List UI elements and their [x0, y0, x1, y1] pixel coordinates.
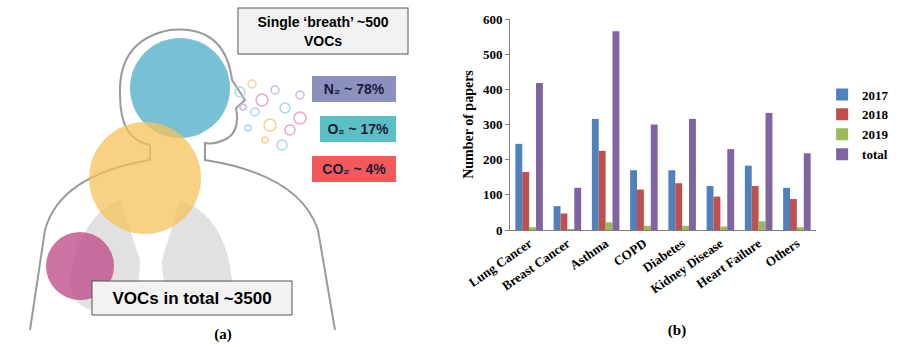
svg-text:2018: 2018: [862, 107, 889, 122]
svg-text:Kidney Disease: Kidney Disease: [648, 235, 726, 296]
svg-text:Breast Cancer: Breast Cancer: [499, 235, 573, 293]
svg-text:Diabetes: Diabetes: [640, 236, 688, 276]
svg-text:0: 0: [496, 223, 503, 238]
svg-text:Lung Cancer: Lung Cancer: [466, 235, 535, 289]
svg-text:Asthma: Asthma: [567, 235, 612, 272]
svg-text:CO₂ ~ 4%: CO₂ ~ 4%: [322, 161, 386, 177]
svg-text:total: total: [862, 147, 888, 162]
svg-text:300: 300: [483, 117, 503, 132]
svg-text:200: 200: [483, 152, 503, 167]
svg-text:O₂ ~ 17%: O₂ ~ 17%: [327, 121, 389, 137]
svg-text:400: 400: [483, 82, 503, 97]
svg-text:N₂ ~ 78%: N₂ ~ 78%: [324, 81, 385, 97]
svg-text:Number of papers: Number of papers: [461, 70, 476, 179]
svg-text:500: 500: [483, 47, 503, 62]
svg-text:Single ‘breath’ ~500: Single ‘breath’ ~500: [257, 14, 388, 30]
svg-text:2019: 2019: [862, 127, 889, 142]
svg-text:(a): (a): [214, 326, 232, 343]
svg-text:COPD: COPD: [611, 236, 650, 269]
svg-text:VOCs: VOCs: [304, 33, 342, 49]
svg-text:VOCs in total ~3500: VOCs in total ~3500: [112, 289, 271, 308]
svg-text:Heart Failure: Heart Failure: [693, 235, 764, 291]
svg-text:2017: 2017: [862, 88, 889, 103]
svg-text:600: 600: [483, 12, 503, 27]
svg-text:Others: Others: [762, 236, 802, 270]
svg-text:100: 100: [483, 187, 503, 202]
html-text:(b): (b): [667, 322, 687, 338]
